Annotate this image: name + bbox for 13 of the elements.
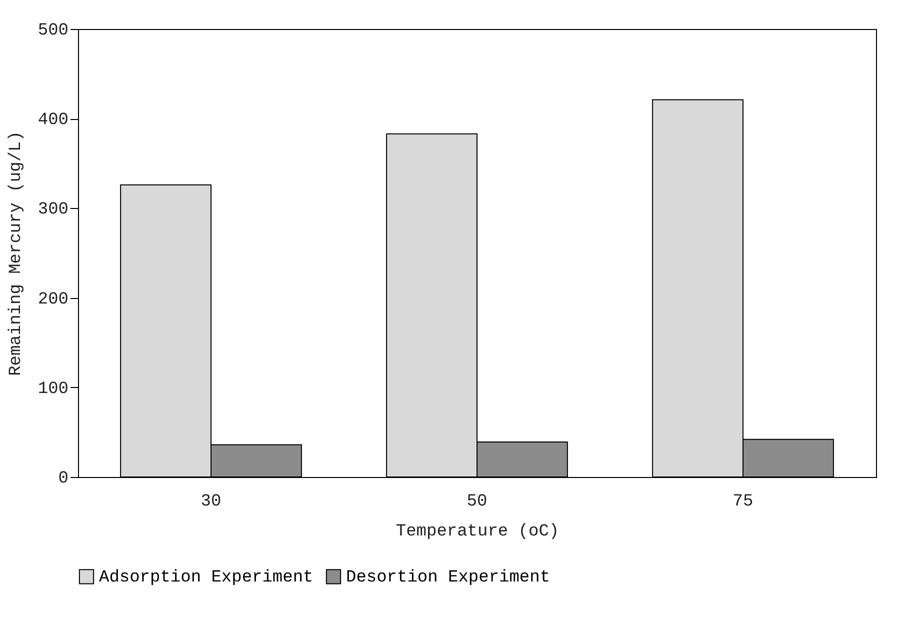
y-tick-label: 100	[38, 380, 68, 399]
y-tick-label: 200	[38, 290, 68, 310]
legend-label: Desortion Experiment	[346, 568, 550, 588]
x-axis-title: Temperature (oC)	[396, 522, 560, 542]
x-tick-label: 75	[732, 492, 754, 512]
x-tick-label: 50	[466, 492, 488, 512]
y-tick-label: 500	[38, 22, 68, 40]
x-tick-label: 30	[200, 492, 222, 512]
y-axis-title: Remaining Mercury (ug/L)	[6, 131, 26, 376]
legend-label: Adsorption Experiment	[99, 568, 314, 588]
y-tick-label: 400	[38, 111, 68, 130]
y-tick-label: 0	[58, 470, 68, 488]
y-tick-label: 300	[38, 200, 68, 220]
